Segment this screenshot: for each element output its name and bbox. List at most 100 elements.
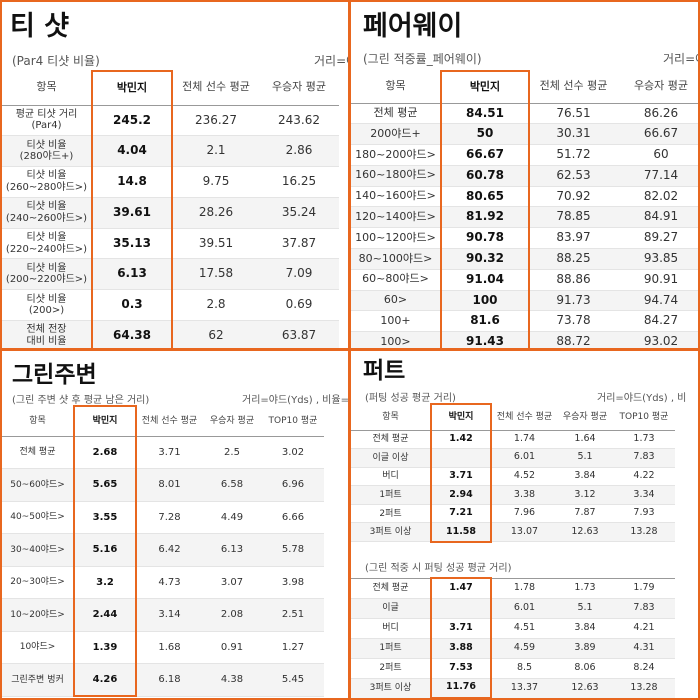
cell-value: 77.14 [617, 165, 698, 187]
table-row: 100> 91.43 88.72 93.02 [351, 331, 698, 348]
cell-value: 3.84 [557, 618, 613, 639]
cell-value: 3.71 [430, 618, 492, 639]
cell-value: 0.3 [91, 289, 173, 322]
cell-value: 91.04 [440, 269, 530, 291]
cell-value: 90.32 [440, 248, 530, 270]
unit-note: 거리=야 [663, 52, 698, 66]
row-label: 30~40야드> [2, 533, 74, 567]
table-row: 180~200야드> 66.67 51.72 60 [351, 144, 698, 166]
row-label: 3퍼트 이상 [351, 678, 431, 698]
cell-value: 88.86 [529, 269, 617, 291]
cell-value: 8.24 [613, 658, 675, 679]
cell-value: 2.68 [73, 436, 137, 469]
cell-value: 3.55 [73, 501, 137, 534]
cell-value: 1.47 [430, 577, 492, 599]
cell-value: 93.85 [617, 248, 698, 270]
cell-value: 236.27 [172, 105, 259, 137]
cell-value: 6.01 [491, 448, 557, 468]
cell-value: 60.78 [440, 165, 530, 187]
table-row: 전체 평균 2.68 3.71 2.5 3.02 [2, 436, 324, 469]
row-label: 전체 평균 [2, 436, 74, 469]
panel-subtitle: (그린 주변 샷 후 평균 남은 거리) [12, 395, 150, 406]
cell-value: 62 [172, 320, 259, 348]
cell-value: 8.01 [136, 468, 202, 502]
panel-title: 티 샷 [10, 11, 70, 42]
cell-value: 8.5 [491, 658, 557, 679]
cell-value: 7.87 [557, 504, 613, 524]
cell-value: 12.63 [557, 678, 613, 698]
column-header: 전체 선수 평균 [172, 71, 259, 106]
table-row: 140~160야드> 80.65 70.92 82.02 [351, 186, 698, 208]
unit-note: 거리=야드(Yds) , 비 [597, 393, 687, 404]
cell-value [430, 598, 492, 619]
cell-value: 3.84 [557, 467, 613, 487]
cell-value: 3.98 [262, 566, 324, 599]
row-label: 그린주변 벙커 [2, 663, 74, 697]
cell-value: 7.53 [430, 658, 492, 679]
header-row: 항목 박민지 전체 선수 평균 우승자 평균 TOP10 평균 [2, 405, 324, 437]
cell-value: 51.72 [529, 144, 617, 166]
cell-value: 84.91 [617, 206, 698, 229]
table-row: 3퍼트 이상 11.58 13.07 12.63 13.28 [351, 522, 675, 543]
cell-value: 4.26 [73, 663, 137, 697]
cell-value: 2.51 [262, 598, 324, 632]
cell-value: 5.16 [73, 533, 137, 567]
row-label: 100+ [351, 310, 441, 333]
cell-value: 7.09 [259, 258, 339, 291]
column-header: 우승자 평균 [202, 406, 262, 437]
cell-value: 78.85 [529, 206, 617, 229]
row-label: 120~140야드> [351, 206, 441, 229]
table-row: 전체 평균 84.51 76.51 86.26 [351, 103, 698, 125]
cell-value: 28.26 [172, 197, 259, 229]
table-row: 30~40야드> 5.16 6.42 6.13 5.78 [2, 533, 324, 567]
cell-value: 1.68 [136, 631, 202, 664]
cell-value: 11.58 [430, 522, 492, 543]
cell-value: 39.61 [91, 197, 173, 229]
panel-title: 그린주변 [12, 362, 97, 388]
row-label: 40~50야드> [2, 501, 74, 534]
cell-value: 0.69 [259, 289, 339, 322]
cell-value: 3.89 [557, 638, 613, 659]
cell-value: 1.27 [262, 631, 324, 664]
cell-value: 2.94 [430, 485, 492, 505]
row-label: 10~20야드> [2, 598, 74, 632]
section-subtitle: (그린 적중 시 퍼팅 성공 평균 거리) [365, 563, 512, 574]
cell-value: 1.79 [613, 578, 675, 599]
table-row: 전체 평균 1.47 1.78 1.73 1.79 [351, 577, 675, 599]
row-label: 50~60야드> [2, 468, 74, 502]
row-label: 60~80야드> [351, 269, 441, 291]
table-row: 티샷 비율 (240~260야드>) 39.61 28.26 35.24 [2, 197, 339, 229]
row-label: 1퍼트 [351, 485, 431, 505]
cell-value: 66.67 [440, 144, 530, 166]
cell-value: 86.26 [617, 103, 698, 125]
cell-value: 60 [617, 144, 698, 166]
cell-value: 84.27 [617, 310, 698, 333]
row-label: 180~200야드> [351, 144, 441, 166]
table-row: 80~100야드> 90.32 88.25 93.85 [351, 248, 698, 270]
row-label: 3퍼트 이상 [351, 522, 431, 543]
column-header: 전체 선수 평균 [491, 404, 557, 431]
row-label: 이글 [351, 598, 431, 619]
cell-value: 6.01 [491, 598, 557, 619]
row-label: 티샷 비율 (200~220야드>) [2, 258, 92, 291]
stats-table: 전체 평균 1.47 1.78 1.73 1.79 이글 6.01 5.1 7.83 버디 3.71… [351, 577, 675, 698]
around-green-panel: 그린주변 (그린 주변 샷 후 평균 남은 거리) 거리=야드(Yds) , 비율=… [0, 349, 350, 700]
cell-value: 4.38 [202, 663, 262, 697]
table-row: 50~60야드> 5.65 8.01 6.58 6.96 [2, 468, 324, 502]
cell-value: 3.38 [491, 485, 557, 505]
table-row: 티샷 비율 (220~240야드>) 35.13 39.51 37.87 [2, 228, 339, 260]
cell-value: 4.52 [491, 467, 557, 487]
row-label: 1퍼트 [351, 638, 431, 659]
cell-value: 80.65 [440, 186, 530, 208]
table-row: 티샷 비율 (260~280야드>) 14.8 9.75 16.25 [2, 166, 339, 198]
table-row: 1퍼트 2.94 3.38 3.12 3.34 [351, 485, 675, 505]
cell-value: 5.1 [557, 448, 613, 468]
cell-value: 6.42 [136, 533, 202, 567]
cell-value: 70.92 [529, 186, 617, 208]
cell-value: 3.88 [430, 638, 492, 659]
row-label: 전체 전장 대비 비율 [2, 320, 92, 348]
cell-value: 3.07 [202, 566, 262, 599]
cell-value: 81.92 [440, 206, 530, 229]
panel-title: 퍼트 [363, 358, 406, 384]
